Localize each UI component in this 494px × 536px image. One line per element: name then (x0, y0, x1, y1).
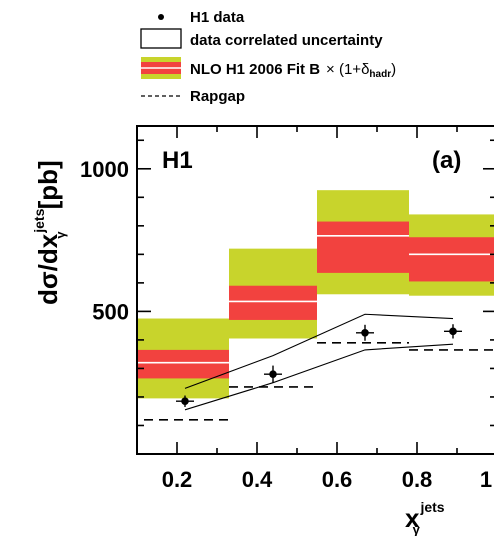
y-tick-label: 500 (92, 299, 129, 324)
x-tick-label: 0.6 (322, 467, 353, 492)
x-tick-label: 0.8 (402, 467, 433, 492)
nlo-inner-band-3 (317, 221, 409, 273)
legend-label-correlated: data correlated uncertainty (190, 32, 383, 49)
correlated-band-lower (184, 343, 454, 411)
nlo-inner-band-4 (409, 237, 494, 282)
experiment-label: H1 (162, 147, 193, 174)
x-tick-label: 0.4 (242, 467, 273, 492)
legend-label-rapgap: Rapgap (190, 88, 245, 105)
plot-area (138, 190, 494, 421)
nlo-inner-band-1 (138, 349, 229, 379)
x-tick-label: 1 (480, 467, 492, 492)
x-tick-label: 0.2 (162, 467, 193, 492)
h1-data-point-1 (181, 397, 189, 406)
y-tick-labels: 500 1000 (80, 157, 129, 325)
panel-label: (a) (432, 147, 461, 174)
legend: H1 data data correlated uncertainty NLO … (140, 9, 396, 105)
legend-label-nlo: NLO H1 2006 Fit B × (1+δhadr) (190, 61, 396, 80)
nlo-inner-band-2 (229, 285, 317, 320)
h1-data-point-2 (269, 370, 277, 378)
legend-marker-h1-data (158, 14, 164, 20)
h1-data-point-3 (361, 328, 369, 337)
h1-data-point-4 (449, 327, 457, 336)
y-axis-title: dσ/dxjetsγ[pb] (31, 160, 68, 305)
y-tick-label: 1000 (80, 157, 129, 182)
correlated-band-upper (184, 313, 454, 389)
legend-label-h1-data: H1 data (190, 9, 245, 26)
x-axis-title: xjets γ (405, 499, 445, 536)
plot-frame (136, 125, 494, 455)
legend-swatch-correlated (140, 28, 182, 49)
x-tick-labels: 0.2 0.4 0.6 0.8 1 (162, 467, 492, 492)
